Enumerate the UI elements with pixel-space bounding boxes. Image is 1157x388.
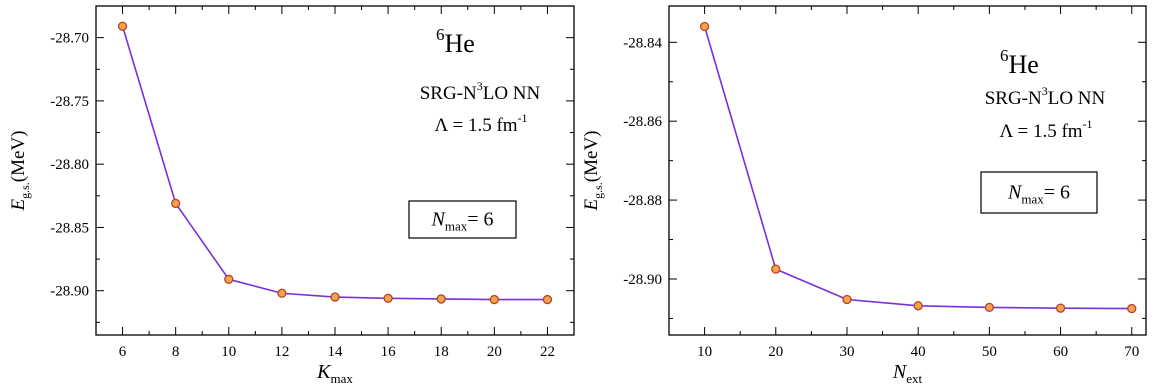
- nucleus-label: 6He: [436, 25, 475, 58]
- data-point: [117, 21, 128, 31]
- plot-frame: [95, 5, 575, 336]
- series-line: [703, 26, 1132, 310]
- x-tick-label: 6: [119, 344, 127, 360]
- cutoff-label: Λ = 1.5 fm-1: [999, 117, 1092, 142]
- x-axis-label: Kmax: [316, 361, 353, 386]
- x-tick-label: 20: [487, 344, 502, 360]
- data-point: [171, 198, 181, 209]
- y-tick-label: -28.80: [50, 157, 89, 173]
- x-tick-label: 20: [768, 344, 783, 360]
- cutoff-label: Λ = 1.5 fm-1: [434, 111, 527, 136]
- data-point: [436, 294, 446, 304]
- y-tick-label: -28.90: [50, 284, 89, 300]
- y-tick-label: -28.84: [623, 35, 662, 51]
- data-point: [330, 292, 340, 302]
- plot-frame: [668, 5, 1147, 336]
- data-point: [224, 274, 234, 284]
- data-point: [489, 294, 499, 305]
- y-tick-label: -28.90: [623, 272, 662, 288]
- chart-panel-1: 6 8 10 12 14 16 18 20 22 -28.70 -28.75 -28.80 -28.85…: [8, 5, 575, 386]
- interaction-label: SRG-N3LO NN: [985, 84, 1106, 109]
- y-tick-label: -28.85: [50, 220, 89, 236]
- series-line: [121, 26, 548, 301]
- x-tick-label: 40: [911, 344, 926, 360]
- data-point: [383, 293, 393, 303]
- interaction-label: SRG-N3LO NN: [420, 79, 541, 104]
- data-point: [1127, 303, 1137, 314]
- chart-panel-2: 10 20 30 40 50 60 70 -28.84 -28.86 -28.88 -28.90 Ne…: [581, 5, 1147, 386]
- y-tick-label: -28.88: [623, 193, 662, 209]
- x-tick-label: 12: [274, 344, 289, 360]
- nmax-box: [980, 171, 1098, 214]
- data-point: [842, 294, 852, 305]
- y-tick-label: -28.86: [623, 114, 662, 130]
- data-point: [277, 288, 287, 298]
- data-point: [1055, 303, 1066, 313]
- y-tick-label: -28.75: [50, 94, 89, 110]
- x-tick-label: 14: [328, 344, 344, 360]
- data-point: [699, 21, 710, 32]
- x-tick-label: 16: [381, 344, 397, 360]
- x-tick-label: 8: [172, 344, 180, 360]
- x-tick-label: 70: [1124, 344, 1139, 360]
- x-tick-label: 30: [839, 344, 854, 360]
- x-tick-label: 10: [221, 344, 236, 360]
- data-point: [984, 302, 995, 313]
- x-axis-label: Next: [892, 361, 923, 386]
- data-point: [542, 294, 553, 305]
- x-tick-label: 50: [982, 344, 997, 360]
- nmax-label: Nmax= 6: [430, 209, 493, 234]
- x-tick-label: 10: [697, 344, 712, 360]
- data-point: [913, 301, 923, 311]
- y-tick-label: -28.70: [50, 31, 89, 47]
- y-axis-label: Eg.s.(MeV): [581, 131, 605, 212]
- data-point: [771, 264, 781, 274]
- nmax-box: [408, 200, 517, 239]
- x-tick-label: 22: [540, 344, 555, 360]
- nmax-label: Nmax= 6: [1007, 182, 1070, 207]
- y-axis-label: Eg.s.(MeV): [8, 131, 32, 212]
- x-tick-label: 18: [434, 344, 449, 360]
- nucleus-label: 6He: [1000, 46, 1039, 79]
- x-tick-label: 60: [1053, 344, 1068, 360]
